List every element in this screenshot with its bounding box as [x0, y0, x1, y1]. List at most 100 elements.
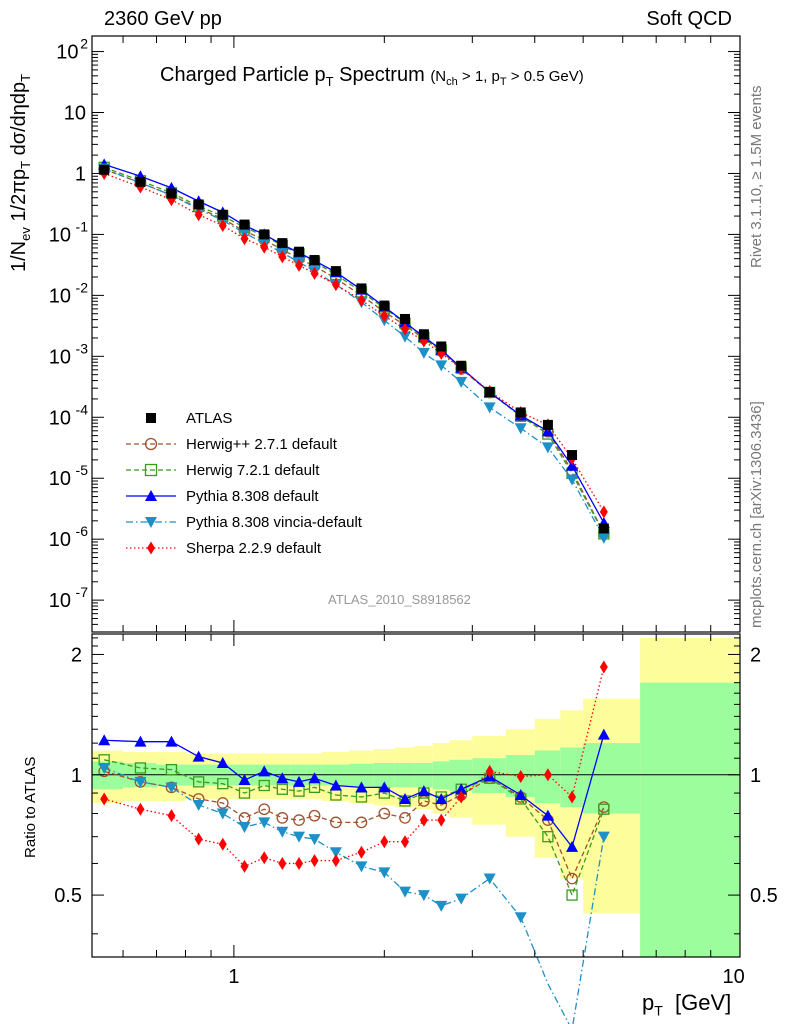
main-data-point [99, 164, 110, 175]
ratio-data-point [238, 774, 251, 786]
y-tick-label: 1 [75, 163, 86, 185]
ratio-data-point [597, 728, 610, 740]
ratio-uncertainty-bands [92, 637, 740, 957]
ratio-y-tick-label: 0.5 [54, 885, 82, 907]
ratio-data-point [260, 851, 269, 865]
y-tick-label-exponent: -1 [76, 218, 89, 234]
ratio-data-point [293, 775, 306, 787]
ratio-series-line [103, 770, 605, 881]
ratio-data-point [399, 886, 412, 898]
main-data-point [239, 219, 250, 230]
main-data-point [417, 347, 430, 359]
band-inner-bin [583, 743, 641, 814]
ratio-data-point [401, 835, 410, 849]
legend-marker-pythia [145, 490, 157, 501]
y-tick-label: 10 [49, 407, 71, 429]
band-inner-bin [560, 747, 584, 808]
main-data-point [455, 376, 468, 388]
ratio-data-point [455, 783, 468, 795]
main-data-point [566, 459, 579, 471]
legend-label-pythia: Pythia 8.308 default [186, 488, 319, 505]
legend-marker-herwigpp [144, 437, 158, 451]
main-data-point [331, 278, 340, 292]
ratio-data-point [218, 837, 227, 851]
y-tick-label: 10 [49, 346, 71, 368]
ratio-data-point [194, 832, 203, 846]
ratio-data-point [258, 817, 271, 829]
main-data-point [541, 442, 554, 454]
main-data-point [278, 250, 287, 264]
ratio-data-point [329, 847, 342, 859]
ratio-data-point [419, 813, 428, 827]
main-data-point [567, 450, 578, 461]
main-data-point [357, 293, 366, 307]
band-inner-bin [449, 759, 473, 792]
y-tick-label: 10 [49, 590, 71, 612]
band-inner-bin [432, 761, 450, 790]
main-series-line [103, 166, 605, 535]
ratio-data-point [165, 735, 178, 747]
ratio-data-point [258, 803, 271, 816]
ratio-data-point [167, 809, 176, 823]
ratio-data-point [98, 734, 111, 746]
main-data-point [599, 505, 608, 519]
main-series-line [103, 172, 605, 513]
ratio-data-point [192, 750, 205, 762]
legend-label-sherpa: Sherpa 2.2.9 default [186, 540, 322, 557]
ratio-data-point [134, 762, 147, 774]
ratio-series-line [103, 767, 605, 1024]
legend-label-herwigpp: Herwig++ 2.7.1 default [186, 436, 337, 453]
y-tick-label-exponent: 2 [80, 36, 88, 52]
ratio-data-point [134, 776, 147, 788]
ratio-data-point [543, 768, 552, 782]
main-data-point [277, 238, 288, 249]
x-axis-label: pT [GeV] [642, 990, 732, 1019]
main-data-point [218, 219, 227, 233]
ratio-data-point [258, 779, 270, 792]
ratio-data-point [216, 808, 229, 820]
ratio-y-tick-label-right: 0.5 [750, 885, 778, 907]
ratio-data-point [310, 854, 319, 868]
ratio-data-point [355, 861, 368, 873]
ratio-data-point [276, 772, 289, 784]
y-tick-label: 10 [56, 42, 78, 64]
ratio-data-point [308, 772, 321, 784]
ratio-y-tick-label: 1 [71, 765, 82, 787]
main-data-point [401, 322, 410, 336]
main-data-point [515, 407, 526, 418]
main-data-point [166, 188, 177, 199]
ratio-data-point [516, 770, 525, 784]
ratio-data-point [417, 890, 430, 902]
ratio-data-point [331, 854, 340, 868]
ratio-data-point [598, 803, 610, 815]
legend-marker-sherpa [147, 541, 155, 555]
main-plot-series [98, 158, 610, 544]
main-data-point [597, 532, 610, 544]
main-data-point [514, 423, 527, 435]
main-data-point [217, 209, 228, 220]
x-tick-label: 1 [228, 966, 239, 988]
main-data-point [400, 313, 411, 324]
ratio-y-tick-label-right: 1 [750, 765, 761, 787]
legend-label-vincia: Pythia 8.308 vincia-default [186, 514, 362, 531]
ratio-data-point [216, 757, 229, 769]
ratio-data-point [217, 778, 229, 790]
ratio-data-point [293, 814, 305, 826]
band-inner-bin [640, 682, 740, 957]
ratio-data-point [293, 831, 306, 843]
ratio-data-point [238, 812, 251, 824]
ratio-data-point [541, 809, 554, 821]
main-data-point [356, 283, 367, 294]
ratio-data-point [100, 792, 109, 806]
ratio-data-point [399, 812, 411, 824]
ratio-data-point [355, 816, 368, 829]
ratio-data-point [399, 792, 412, 804]
main-data-point [456, 360, 467, 371]
ratio-data-point [380, 835, 389, 849]
legend-label-herwig7: Herwig 7.2.1 default [186, 462, 320, 479]
ratio-data-point [276, 812, 289, 824]
main-data-point [260, 240, 269, 254]
ratio-data-point [240, 859, 249, 873]
